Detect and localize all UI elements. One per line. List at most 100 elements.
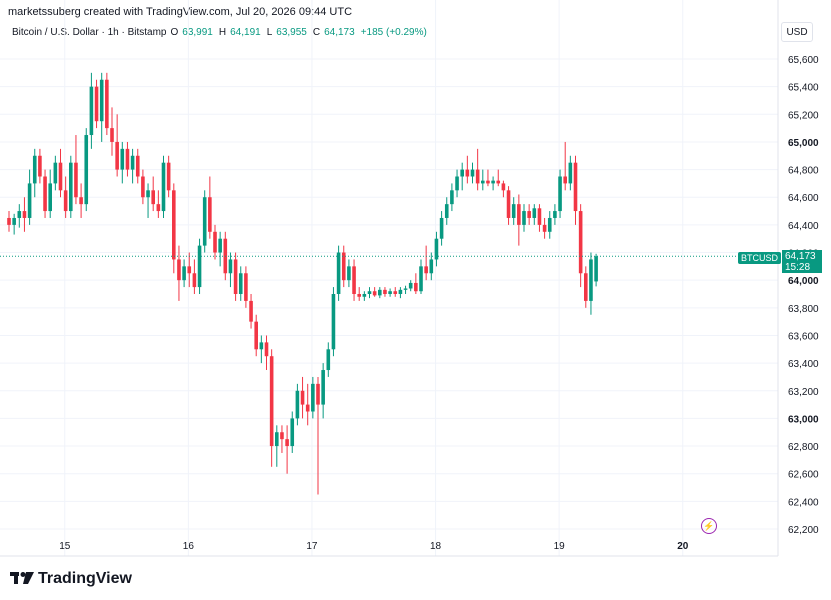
candle-body — [120, 148, 125, 170]
candle-body — [517, 204, 521, 225]
candle — [244, 266, 248, 308]
candle — [290, 411, 295, 453]
candle-body — [63, 190, 68, 212]
candle — [259, 335, 264, 364]
candle-body — [408, 282, 413, 289]
candle-body — [12, 217, 16, 225]
candle-body — [563, 176, 567, 184]
candle-body — [424, 266, 428, 274]
candle — [12, 213, 16, 235]
candle — [115, 114, 119, 177]
candle-body — [130, 155, 135, 170]
candle — [238, 266, 243, 301]
candle-body — [537, 208, 542, 225]
candle-body — [460, 169, 464, 177]
candle-body — [496, 180, 501, 184]
candle-body — [166, 162, 171, 191]
y-tick-label: 65,000 — [788, 138, 819, 149]
candle-body — [254, 321, 258, 350]
tradingview-logo-icon — [10, 572, 34, 584]
candle-body — [326, 349, 331, 371]
candle — [321, 363, 325, 419]
candle — [213, 224, 217, 260]
candle — [378, 287, 382, 299]
low-label: L — [266, 27, 273, 38]
candle-body — [38, 155, 42, 177]
replay-lightning-icon[interactable]: ⚡ — [701, 518, 717, 534]
candle-body — [522, 211, 526, 225]
candle-body — [43, 176, 47, 212]
y-tick-label: 62,200 — [788, 525, 819, 536]
candle-body — [321, 370, 325, 405]
symbol-name[interactable]: Bitcoin / U.S. Dollar · 1h · Bitstamp — [12, 27, 167, 38]
high-label: H — [218, 27, 227, 38]
candle — [594, 253, 598, 287]
tradingview-brand: TradingView — [10, 570, 132, 588]
candle — [542, 217, 547, 239]
candle — [414, 273, 418, 294]
candle-body — [336, 252, 341, 294]
candle-body — [182, 266, 186, 281]
close-label: C — [312, 27, 321, 38]
candle — [275, 425, 279, 467]
candle-body — [352, 266, 356, 294]
last-price-value: 64,173 — [785, 251, 816, 262]
y-tick-label: 63,000 — [788, 414, 819, 425]
candle-body — [450, 190, 454, 205]
ticker-price-label: BTCUSD — [738, 252, 782, 264]
y-tick-label: 63,200 — [788, 387, 819, 398]
candle-body — [53, 162, 58, 184]
candle — [450, 183, 454, 212]
candle-body — [84, 135, 89, 205]
candle-body — [403, 288, 408, 290]
candle — [202, 190, 207, 253]
candle — [141, 169, 145, 205]
candle — [280, 425, 284, 453]
candle — [398, 287, 403, 299]
candle — [481, 169, 485, 191]
candle — [32, 148, 37, 198]
low-value: 63,955 — [276, 27, 307, 38]
candle-body — [547, 217, 552, 232]
candle-body — [156, 204, 161, 212]
candle-body — [491, 180, 495, 184]
candle-body — [125, 148, 130, 170]
candle-body — [264, 342, 269, 357]
candle-body — [506, 190, 511, 218]
candle — [285, 425, 289, 474]
candle — [444, 197, 449, 225]
candle-body — [362, 294, 367, 297]
attribution-text: marketssuberg created with TradingView.c… — [8, 6, 353, 18]
candle-body — [419, 266, 423, 292]
candle-body — [172, 190, 176, 260]
candle-body — [316, 383, 320, 405]
candle-body — [197, 245, 202, 288]
candle — [135, 148, 140, 184]
candle-body — [7, 217, 11, 225]
y-tick-label: 63,800 — [788, 304, 819, 315]
candle — [208, 176, 212, 239]
candle-body — [444, 204, 449, 218]
candle-body — [393, 291, 398, 294]
candle — [393, 287, 398, 297]
candle-body — [285, 439, 289, 447]
candle-body — [110, 128, 114, 142]
candle-body — [238, 273, 243, 294]
candle — [341, 245, 346, 288]
candle — [439, 211, 444, 246]
currency-button[interactable]: USD — [781, 22, 813, 42]
candle — [475, 148, 480, 191]
candle — [130, 148, 135, 184]
candle-body — [244, 273, 248, 301]
y-tick-label: 63,600 — [788, 331, 819, 342]
candle — [511, 197, 516, 225]
candle-body — [470, 169, 475, 177]
candle-body — [357, 294, 361, 297]
candle-body — [233, 259, 238, 294]
candle-body — [22, 211, 27, 218]
candle — [419, 259, 423, 294]
candle-body — [455, 176, 459, 191]
candle — [553, 204, 557, 225]
candle-body — [481, 180, 485, 184]
